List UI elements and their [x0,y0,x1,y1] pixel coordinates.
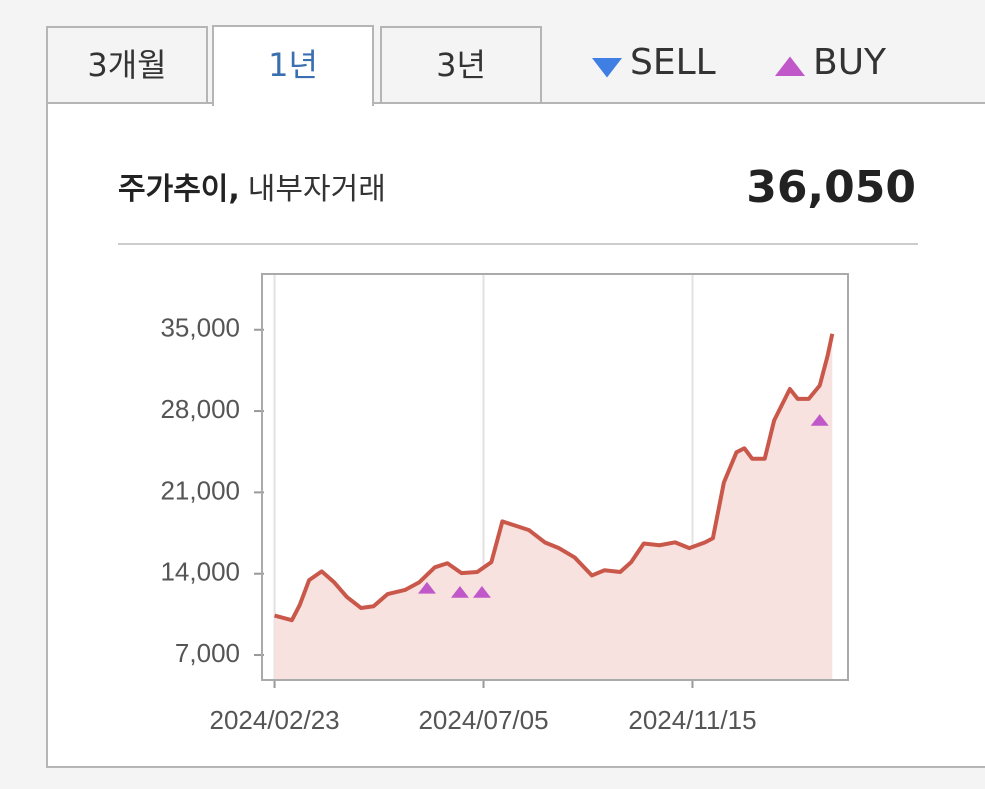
x-tick-label: 2024/02/23 [209,705,339,735]
trade-marker [810,414,829,426]
legend-symbol [592,58,622,78]
tab-label[interactable]: 3년 [436,46,486,84]
subtitle: 내부자거래 [248,172,386,207]
area [274,333,833,680]
tab-bar: 3개월 1년 3년 [46,25,542,106]
y-tick-label: 7,000 [175,638,240,668]
tab-bg [380,26,542,104]
tab-label[interactable]: 1년 [268,46,318,84]
tab[interactable]: 3개월 [46,26,208,104]
x-tick-label: 2024/11/15 [628,705,756,735]
tab[interactable]: 1년 [212,25,374,106]
tab-label[interactable]: 3개월 [87,46,166,84]
plot-border [261,273,849,681]
trade-marker [417,581,436,594]
title: 주가추이, [118,172,240,207]
x-tick-label: 2024/07/05 [418,705,548,735]
tab-cover [214,100,372,106]
trade-marker [472,585,491,598]
tab-bg [46,26,208,104]
trade-marker [450,585,469,598]
y-tick-label: 14,000 [160,557,240,587]
legend: SELL BUY [592,42,887,83]
y-tick-label: 28,000 [160,394,240,424]
current-price: 36,050 [746,162,916,213]
y-tick-label: 35,000 [160,313,240,343]
legend-symbol [775,56,805,76]
price-line [274,333,835,623]
y-tick-label: 21,000 [160,475,240,505]
tab[interactable]: 3년 [380,26,542,104]
header-title: 주가추이, 내부자거래 [118,172,386,207]
legend-label: BUY [813,42,887,83]
legend-label: SELL [630,42,716,83]
plot: 2024/02/23 2024/07/05 2024/11/15 7,000 14,00… [160,273,849,735]
